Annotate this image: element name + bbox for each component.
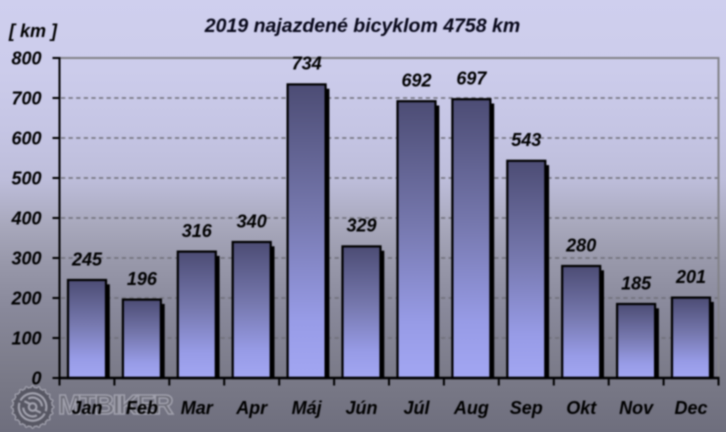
svg-text:300: 300 (11, 248, 41, 268)
svg-text:692: 692 (401, 71, 431, 91)
svg-text:Dec: Dec (674, 398, 707, 418)
svg-text:Máj: Máj (292, 398, 323, 418)
svg-text:329: 329 (346, 216, 376, 236)
svg-text:500: 500 (11, 168, 41, 188)
svg-text:Júl: Júl (403, 398, 430, 418)
svg-text:Nov: Nov (619, 398, 654, 418)
svg-text:400: 400 (10, 208, 41, 228)
svg-text:316: 316 (182, 221, 213, 241)
svg-text:Okt: Okt (566, 398, 597, 418)
svg-text:280: 280 (565, 235, 596, 255)
svg-text:[ km ]: [ km ] (8, 21, 58, 41)
svg-text:100: 100 (11, 328, 41, 348)
svg-text:185: 185 (621, 273, 652, 293)
svg-text:734: 734 (292, 54, 322, 74)
svg-text:201: 201 (675, 267, 706, 287)
svg-text:Mar: Mar (181, 398, 214, 418)
svg-text:Sep: Sep (510, 398, 543, 418)
svg-text:200: 200 (10, 288, 41, 308)
svg-text:Feb: Feb (126, 398, 158, 418)
svg-text:245: 245 (71, 249, 103, 269)
svg-text:Apr: Apr (235, 398, 268, 418)
svg-text:196: 196 (127, 269, 158, 289)
svg-text:0: 0 (31, 368, 41, 388)
svg-text:MTBIKER: MTBIKER (58, 389, 173, 420)
svg-text:543: 543 (511, 130, 541, 150)
svg-text:697: 697 (456, 69, 487, 89)
svg-text:340: 340 (237, 211, 267, 231)
svg-text:2019 najazdené bicyklom 4758 k: 2019 najazdené bicyklom 4758 km (204, 15, 520, 37)
svg-text:Jan: Jan (71, 398, 102, 418)
svg-text:600: 600 (11, 128, 41, 148)
svg-text:Aug: Aug (453, 398, 489, 418)
svg-text:700: 700 (11, 88, 41, 108)
svg-text:800: 800 (11, 48, 41, 68)
svg-text:Jún: Jún (345, 398, 377, 418)
